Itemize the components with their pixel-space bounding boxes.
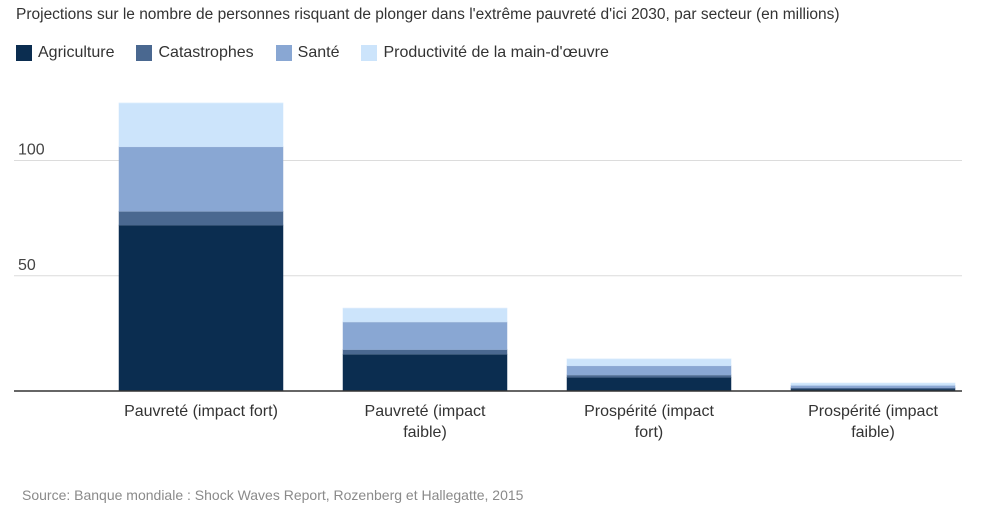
x-tick-label-2: Pauvreté (impact faible) — [365, 403, 486, 441]
legend-label-sante: Santé — [297, 44, 340, 61]
x-tick-label-4: Prospérité (impact faible) — [808, 403, 938, 441]
legend-swatch-productivite — [361, 45, 378, 61]
source-note: Source: Banque mondiale : Shock Waves Re… — [22, 487, 524, 503]
bar-segment-sante-2 — [342, 321, 508, 350]
bar-segment-sante-1 — [118, 146, 284, 212]
legend-label-agriculture: Agriculture — [38, 44, 115, 61]
legend-swatch-catastrophes — [136, 45, 153, 61]
legend-item-sante: Santé — [275, 44, 340, 62]
legend-label-catastrophes: Catastrophes — [158, 44, 254, 61]
bar-segment-productivite-de-la-main-d-uvre-2 — [342, 307, 508, 323]
x-tick-label-1: Pauvreté (impact fort) — [124, 403, 278, 420]
legend-item-catastrophes: Catastrophes — [136, 44, 254, 62]
legend-label-productivite: Productivité de la main-d'œuvre — [383, 44, 609, 61]
legend-swatch-sante — [275, 45, 292, 61]
legend: Agriculture Catastrophes Santé Productiv… — [16, 44, 631, 62]
x-tick-label-3: Prospérité (impact fort) — [584, 403, 714, 441]
y-tick-label-100: 100 — [18, 142, 45, 159]
bar-segment-productivite-de-la-main-d-uvre-4 — [790, 382, 956, 386]
chart-title: Projections sur le nombre de personnes r… — [16, 6, 840, 23]
legend-swatch-agriculture — [16, 45, 32, 61]
bar-segment-catastrophes-1 — [118, 210, 284, 226]
bar-segment-agriculture-2 — [342, 353, 508, 392]
legend-item-productivite: Productivité de la main-d'œuvre — [361, 44, 609, 62]
bar-segment-productivite-de-la-main-d-uvre-1 — [118, 102, 284, 147]
y-tick-label-50: 50 — [18, 257, 36, 274]
bar-segment-agriculture-1 — [118, 224, 284, 392]
legend-item-agriculture: Agriculture — [16, 44, 114, 62]
bar-segment-productivite-de-la-main-d-uvre-3 — [566, 358, 732, 366]
bar-segment-agriculture-3 — [566, 376, 732, 392]
bar-segment-sante-3 — [566, 365, 732, 376]
bar-segment-catastrophes-2 — [342, 349, 508, 355]
